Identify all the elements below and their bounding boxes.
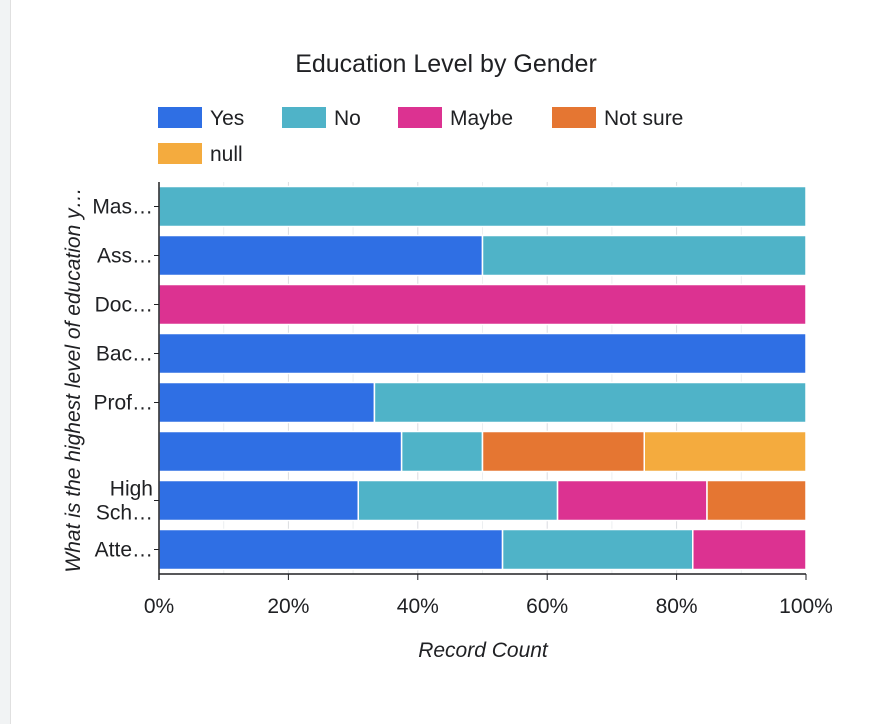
x-tick-label: 60% [526, 595, 568, 618]
legend-label-maybe: Maybe [450, 107, 513, 130]
y-tick-label: Ass… [97, 245, 153, 268]
y-axis-title: What is the highest level of education y… [62, 187, 85, 572]
y-tick-label: Bac… [96, 343, 153, 366]
y-tick-label: High Sch… [96, 478, 153, 525]
x-axis-title: Record Count [418, 639, 549, 662]
bar-segment-yes[interactable] [158, 234, 484, 277]
bar-segment-not-sure[interactable] [706, 479, 807, 522]
bar-segment-no[interactable] [357, 479, 559, 522]
y-tick-label: Prof… [93, 392, 153, 415]
legend-swatch-null[interactable] [158, 143, 202, 164]
bar-segment-yes[interactable] [158, 479, 360, 522]
legend-label-null: null [210, 143, 243, 166]
x-tick-label: 40% [397, 595, 439, 618]
bar-segment-no[interactable] [400, 430, 484, 473]
legend-swatch-not-sure[interactable] [552, 107, 596, 128]
x-axis-ticks: 0% 20% 40% 60% 80% 100% [144, 574, 833, 618]
bar-segment-not-sure[interactable] [481, 430, 645, 473]
bar-segment-maybe[interactable] [692, 528, 807, 571]
legend-label-yes: Yes [210, 107, 244, 130]
x-tick-label: 80% [656, 595, 698, 618]
y-axis-ticks: Mas… Ass… Doc… Bac… Prof… High Sch… Atte… [92, 196, 159, 562]
bar-segment-yes[interactable] [158, 528, 504, 571]
legend-swatch-yes[interactable] [158, 107, 202, 128]
legend-swatch-maybe[interactable] [398, 107, 442, 128]
bar-segment-yes[interactable] [158, 381, 376, 424]
x-tick-label: 20% [267, 595, 309, 618]
legend-swatch-no[interactable] [282, 107, 326, 128]
bar-segment-yes[interactable] [158, 332, 807, 375]
bar-segment-null[interactable] [643, 430, 807, 473]
bar-segment-yes[interactable] [158, 430, 403, 473]
y-tick-label: Doc… [95, 294, 153, 317]
y-tick-label: Mas… [92, 196, 153, 219]
legend-label-not-sure: Not sure [604, 107, 683, 130]
y-tick-label: Atte… [95, 539, 153, 562]
bar-segment-no[interactable] [158, 185, 807, 228]
bar-segment-no[interactable] [373, 381, 807, 424]
x-tick-label: 0% [144, 595, 174, 618]
bars [158, 185, 807, 571]
axes [158, 182, 806, 580]
bar-segment-no[interactable] [481, 234, 807, 277]
bar-segment-maybe[interactable] [556, 479, 708, 522]
left-panel-edge [0, 0, 11, 724]
x-tick-label: 100% [779, 595, 833, 618]
chart-title: Education Level by Gender [295, 50, 597, 78]
bar-segment-no[interactable] [501, 528, 694, 571]
legend-label-no: No [334, 107, 361, 130]
bar-segment-maybe[interactable] [158, 283, 807, 326]
legend: Yes No Maybe Not sure null [158, 107, 683, 166]
